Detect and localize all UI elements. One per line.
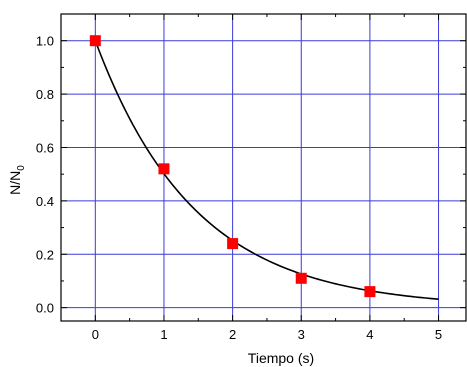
y-axis-label-main: N/N bbox=[7, 171, 23, 195]
plot-frame bbox=[60, 13, 467, 322]
axis-ticks bbox=[60, 13, 466, 321]
y-tick-label: 0.8 bbox=[36, 87, 54, 102]
data-point bbox=[89, 35, 101, 47]
x-tick-label: 0 bbox=[92, 327, 99, 342]
x-tick-label: 2 bbox=[229, 327, 236, 342]
fit-curve-layer bbox=[94, 40, 439, 300]
tick-labels: 0 1 2 3 4 5 0.0 0.2 0.4 0.6 0.8 1.0 bbox=[36, 34, 442, 342]
y-tick-label: 0.2 bbox=[36, 247, 54, 262]
y-axis-label: N/N0 bbox=[7, 165, 27, 195]
data-points bbox=[89, 35, 376, 298]
y-axis-label-subscript: 0 bbox=[16, 165, 27, 171]
grid bbox=[61, 14, 466, 321]
data-point bbox=[158, 163, 170, 175]
data-point bbox=[227, 238, 239, 250]
data-point bbox=[364, 286, 376, 298]
y-tick-label: 1.0 bbox=[36, 34, 54, 49]
fit-curve bbox=[94, 40, 439, 300]
x-tick-label: 3 bbox=[298, 327, 305, 342]
y-tick-label: 0.4 bbox=[36, 194, 54, 209]
x-tick-label: 5 bbox=[435, 327, 442, 342]
x-axis-label: Tiempo (s) bbox=[248, 350, 314, 366]
y-tick-label: 0.6 bbox=[36, 140, 54, 155]
x-tick-label: 1 bbox=[160, 327, 167, 342]
data-point bbox=[295, 272, 307, 284]
plot-border bbox=[60, 13, 467, 322]
x-tick-label: 4 bbox=[366, 327, 373, 342]
y-tick-label: 0.0 bbox=[36, 301, 54, 316]
